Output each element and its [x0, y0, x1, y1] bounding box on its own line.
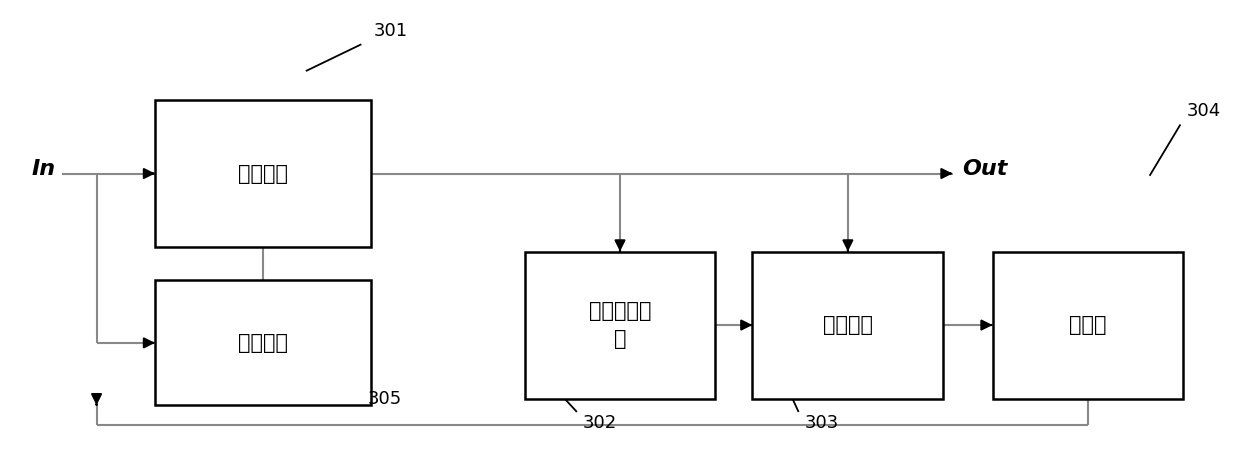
Bar: [753, 252, 944, 399]
Text: 方波生成电
路: 方波生成电 路: [589, 301, 651, 349]
Text: 301: 301: [373, 22, 408, 40]
Text: 延时电路: 延时电路: [238, 333, 288, 353]
Bar: [525, 252, 715, 399]
Text: Out: Out: [962, 159, 1008, 179]
Text: 与门电路: 与门电路: [238, 163, 288, 183]
Bar: [155, 281, 371, 405]
Text: 电荷泵: 电荷泵: [1069, 315, 1107, 335]
Text: 或门电路: 或门电路: [823, 315, 873, 335]
Text: 305: 305: [367, 390, 402, 408]
Bar: [992, 252, 1183, 399]
Text: 304: 304: [1187, 102, 1221, 120]
Text: In: In: [31, 159, 56, 179]
Bar: [155, 100, 371, 247]
Text: 302: 302: [583, 414, 618, 432]
Text: 303: 303: [805, 414, 839, 432]
